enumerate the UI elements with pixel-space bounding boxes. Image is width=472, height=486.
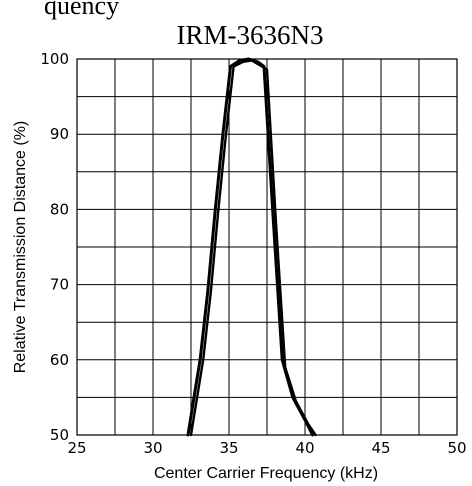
curve-layer	[186, 57, 317, 437]
x-tick-label: 50	[447, 439, 466, 457]
plot-frame	[76, 58, 458, 436]
x-tick-label: 30	[143, 439, 162, 457]
y-tick-label: 70	[50, 276, 69, 294]
series-line	[186, 57, 315, 437]
x-tick-label: 45	[371, 439, 390, 457]
chart-title: IRM-3636N3	[177, 20, 324, 50]
x-tick-label: 35	[219, 439, 238, 457]
y-tick-label: 100	[40, 50, 69, 68]
tick-labels: 25 30 35 40 45 50 50 60 70 80 90 100	[40, 50, 466, 457]
y-axis-label: Relative Transmission Distance (%)	[12, 121, 29, 374]
x-tick-label: 40	[295, 439, 314, 457]
x-tick-label: 25	[67, 439, 86, 457]
y-tick-label: 90	[50, 125, 69, 143]
y-tick-label: 50	[50, 426, 69, 444]
header-partial-text: quency	[44, 0, 119, 20]
y-tick-label: 60	[50, 351, 69, 369]
y-tick-label: 80	[50, 200, 69, 218]
series-line	[189, 59, 317, 437]
x-axis-label: Center Carrier Frequency (kHz)	[154, 465, 378, 482]
